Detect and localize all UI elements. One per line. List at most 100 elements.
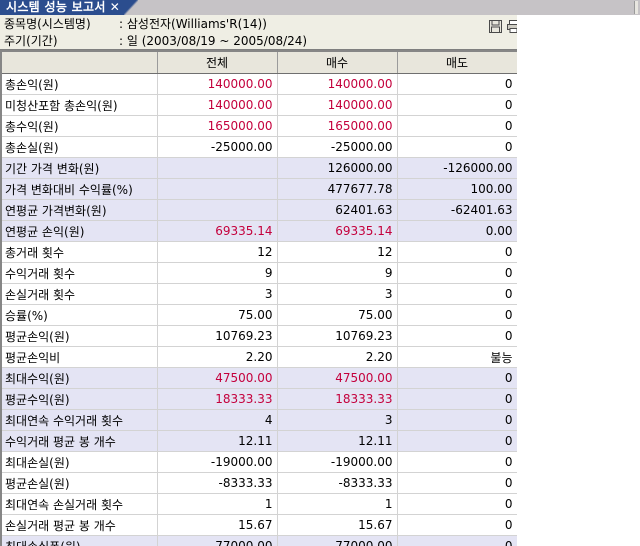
info-label-period: 주기(기간): [4, 34, 58, 48]
row-label: 연평균 손익(원): [2, 220, 158, 242]
tab-strip: 시스템 성능 보고서 ✕: [0, 0, 640, 15]
table-row[interactable]: 최대연속 수익거래 횟수 4 3 0: [2, 409, 517, 431]
cell-buy: 75.00: [277, 304, 398, 326]
cell-sell: 0: [397, 136, 517, 158]
cell-sell: 불능: [397, 346, 517, 368]
cell-buy: 9: [277, 262, 398, 284]
cell-sell: 0: [397, 325, 517, 347]
cell-buy: 140000.00: [277, 73, 398, 95]
cell-total: 18333.33: [157, 388, 278, 410]
table-row[interactable]: 평균손익(원) 10769.23 10769.23 0: [2, 325, 517, 347]
cell-sell: 0: [397, 94, 517, 116]
table-row[interactable]: 미청산포함 총손익(원) 140000.00 140000.00 0: [2, 94, 517, 116]
row-label: 손실거래 평균 봉 개수: [2, 514, 158, 536]
row-label: 총손익(원): [2, 73, 158, 95]
cell-buy: -77000.00: [277, 535, 398, 546]
cell-total: 12: [157, 241, 278, 263]
table-row[interactable]: 최대수익(원) 47500.00 47500.00 0: [2, 367, 517, 389]
cell-sell: 0: [397, 283, 517, 305]
row-label: 총수익(원): [2, 115, 158, 137]
column-header-label[interactable]: [2, 52, 158, 74]
table-row[interactable]: 최대연속 손실거래 횟수 1 1 0: [2, 493, 517, 515]
table-row[interactable]: 승률(%) 75.00 75.00 0: [2, 304, 517, 326]
table-row[interactable]: 기간 가격 변화(원) 126000.00 -126000.00: [2, 157, 517, 179]
row-label: 연평균 가격변화(원): [2, 199, 158, 221]
row-label: 기간 가격 변화(원): [2, 157, 158, 179]
tab-skew-edge: [124, 0, 138, 15]
cell-sell: 100.00: [397, 178, 517, 200]
cell-buy: 126000.00: [277, 157, 398, 179]
table-row[interactable]: 수익거래 평균 봉 개수 12.11 12.11 0: [2, 430, 517, 452]
info-label-symbol: 종목명(시스템명): [4, 17, 91, 31]
cell-total: 12.11: [157, 430, 278, 452]
table-row[interactable]: 손실거래 평균 봉 개수 15.67 15.67 0: [2, 514, 517, 536]
info-row-symbol: 종목명(시스템명) : 삼성전자(Williams'R(14)): [4, 16, 267, 33]
close-icon[interactable]: ✕: [109, 0, 120, 14]
tab-system-performance-report[interactable]: 시스템 성능 보고서 ✕: [0, 0, 124, 15]
cell-buy: 15.67: [277, 514, 398, 536]
table-row[interactable]: 총수익(원) 165000.00 165000.00 0: [2, 115, 517, 137]
cell-buy: 140000.00: [277, 94, 398, 116]
cell-sell: 0: [397, 514, 517, 536]
cell-total: [157, 157, 278, 179]
cell-buy: 1: [277, 493, 398, 515]
table-row[interactable]: 연평균 가격변화(원) 62401.63 -62401.63: [2, 199, 517, 221]
table-row[interactable]: 최대손실(원) -19000.00 -19000.00 0: [2, 451, 517, 473]
cell-total: 3: [157, 283, 278, 305]
table-row[interactable]: 총거래 횟수 12 12 0: [2, 241, 517, 263]
row-label: 미청산포함 총손익(원): [2, 94, 158, 116]
row-label: 평균손실(원): [2, 472, 158, 494]
save-icon[interactable]: [488, 19, 503, 34]
table-row[interactable]: 가격 변화대비 수익률(%) 477677.78 100.00: [2, 178, 517, 200]
cell-total: 140000.00: [157, 73, 278, 95]
cell-sell: 0: [397, 493, 517, 515]
table-row[interactable]: 연평균 손익(원) 69335.14 69335.14 0.00: [2, 220, 517, 242]
cell-sell: -62401.63: [397, 199, 517, 221]
cell-buy: 47500.00: [277, 367, 398, 389]
table-row[interactable]: 총손익(원) 140000.00 140000.00 0: [2, 73, 517, 95]
cell-buy: 165000.00: [277, 115, 398, 137]
info-value-symbol: : 삼성전자(Williams'R(14)): [119, 17, 267, 31]
table-row[interactable]: 총손실(원) -25000.00 -25000.00 0: [2, 136, 517, 158]
toolbar-icons: [488, 19, 521, 34]
cell-sell: 0: [397, 535, 517, 546]
table-row[interactable]: 최대손실폭(원)-77000.00-77000.000: [2, 535, 517, 546]
column-header-buy[interactable]: 매수: [277, 52, 398, 74]
cell-buy: -25000.00: [277, 136, 398, 158]
cell-total: 9: [157, 262, 278, 284]
cell-total: 10769.23: [157, 325, 278, 347]
cell-sell: 0: [397, 472, 517, 494]
table-row[interactable]: 평균손실(원) -8333.33 -8333.33 0: [2, 472, 517, 494]
cell-buy: 69335.14: [277, 220, 398, 242]
performance-table-wrapper: 전체 매수 매도 총손익(원) 140000.00 140000.00 0 미청산포함 …: [0, 50, 517, 546]
row-label: 손실거래 횟수: [2, 283, 158, 305]
cell-total: 75.00: [157, 304, 278, 326]
table-row[interactable]: 평균수익(원) 18333.33 18333.33 0: [2, 388, 517, 410]
row-label: 총손실(원): [2, 136, 158, 158]
row-label: 평균손익비: [2, 346, 158, 368]
cell-total: 140000.00: [157, 94, 278, 116]
performance-table: 전체 매수 매도 총손익(원) 140000.00 140000.00 0 미청산포함 …: [2, 52, 517, 546]
row-label: 수익거래 평균 봉 개수: [2, 430, 158, 452]
cell-total: 165000.00: [157, 115, 278, 137]
cell-sell: 0: [397, 451, 517, 473]
column-header-total[interactable]: 전체: [157, 52, 278, 74]
cell-sell: 0: [397, 304, 517, 326]
cell-buy: 3: [277, 409, 398, 431]
column-header-sell[interactable]: 매도: [397, 52, 517, 74]
table-header-row: 전체 매수 매도: [2, 52, 517, 74]
cell-total: [157, 178, 278, 200]
row-label: 평균손익(원): [2, 325, 158, 347]
table-row[interactable]: 수익거래 횟수 9 9 0: [2, 262, 517, 284]
table-row[interactable]: 평균손익비 2.20 2.20 불능: [2, 346, 517, 368]
page-background: [517, 15, 640, 546]
table-row[interactable]: 손실거래 횟수 3 3 0: [2, 283, 517, 305]
row-label: 가격 변화대비 수익률(%): [2, 178, 158, 200]
row-label: 최대수익(원): [2, 367, 158, 389]
report-info-bar: 종목명(시스템명) : 삼성전자(Williams'R(14)) 주기(기간) : …: [0, 15, 517, 50]
cell-buy: 477677.78: [277, 178, 398, 200]
cell-sell: 0: [397, 73, 517, 95]
cell-buy: -8333.33: [277, 472, 398, 494]
cell-sell: 0: [397, 115, 517, 137]
row-label: 수익거래 횟수: [2, 262, 158, 284]
